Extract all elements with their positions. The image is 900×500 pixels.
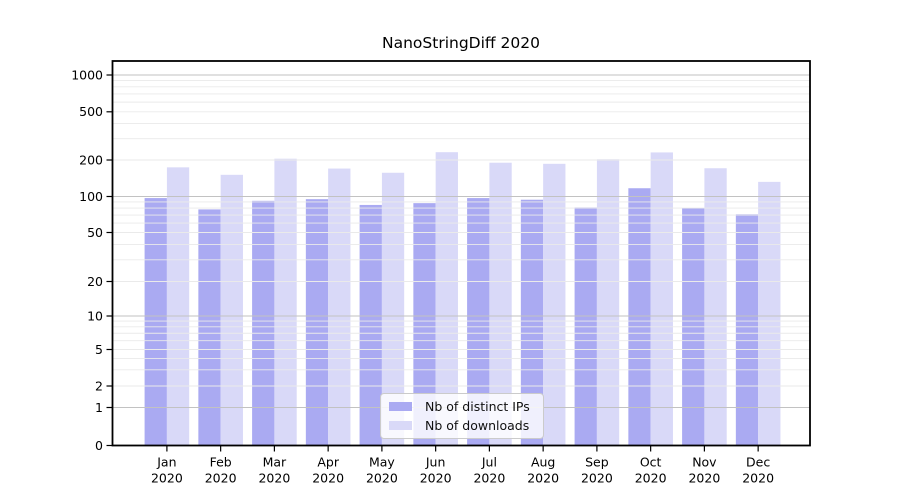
x-tick-label-year: 2020 bbox=[688, 471, 720, 486]
bar-distinct-ips-oct bbox=[628, 188, 651, 446]
y-tick-label: 200 bbox=[79, 152, 103, 167]
legend-item-distinct-ips: Nb of distinct IPs bbox=[389, 399, 534, 414]
legend-label-distinct-ips: Nb of distinct IPs bbox=[425, 399, 530, 414]
x-tick-label-month: Mar bbox=[263, 455, 287, 470]
x-tick-label-year: 2020 bbox=[473, 471, 505, 486]
legend-label-downloads: Nb of downloads bbox=[425, 418, 530, 433]
bar-distinct-ips-jan bbox=[144, 198, 167, 446]
bar-downloads-oct bbox=[650, 152, 673, 446]
bar-distinct-ips-dec bbox=[735, 214, 759, 446]
chart-legend: Nb of distinct IPs Nb of downloads bbox=[380, 393, 544, 439]
bar-downloads-aug bbox=[543, 163, 566, 446]
bar-downloads-jul bbox=[489, 162, 512, 446]
x-tick-label-year: 2020 bbox=[527, 471, 559, 486]
x-tick-label-month: Dec bbox=[746, 455, 770, 470]
x-tick-label-year: 2020 bbox=[581, 471, 613, 486]
bar-downloads-dec bbox=[758, 181, 781, 446]
y-tick-label: 1 bbox=[95, 400, 103, 415]
bar-distinct-ips-mar bbox=[252, 200, 275, 446]
x-tick-label-month: Aug bbox=[531, 455, 555, 470]
bar-distinct-ips-feb bbox=[198, 209, 221, 446]
bar-distinct-ips-jun bbox=[413, 203, 436, 446]
x-tick-label-month: Jan bbox=[156, 455, 176, 470]
y-tick-label: 0 bbox=[95, 438, 103, 453]
bar-downloads-feb bbox=[220, 174, 243, 446]
x-tick-label-year: 2020 bbox=[205, 471, 237, 486]
x-tick-label-month: Feb bbox=[210, 455, 232, 470]
distinct-ips-swatch-icon bbox=[389, 402, 412, 411]
x-tick-label-year: 2020 bbox=[742, 471, 774, 486]
bar-distinct-ips-apr bbox=[305, 199, 329, 446]
x-tick-label-month: May bbox=[369, 455, 395, 470]
y-tick-label: 500 bbox=[79, 104, 103, 119]
x-tick-label-month: Nov bbox=[692, 455, 717, 470]
bar-downloads-mar bbox=[274, 158, 297, 446]
x-tick-label-year: 2020 bbox=[312, 471, 344, 486]
minor-gridlines bbox=[112, 80, 810, 387]
x-tick-label-month: Sep bbox=[585, 455, 609, 470]
x-tick-label-year: 2020 bbox=[635, 471, 667, 486]
bar-distinct-ips-may bbox=[359, 204, 382, 446]
x-tick-label-year: 2020 bbox=[258, 471, 290, 486]
y-tick-label: 1000 bbox=[71, 67, 103, 82]
chart-title: NanoStringDiff 2020 bbox=[382, 34, 540, 52]
y-tick-label: 10 bbox=[87, 308, 103, 323]
x-tick-label-year: 2020 bbox=[366, 471, 398, 486]
x-tick-label-year: 2020 bbox=[420, 471, 452, 486]
bar-downloads-jan bbox=[166, 167, 190, 446]
y-tick-label: 2 bbox=[95, 378, 103, 393]
downloads-swatch-icon bbox=[389, 421, 412, 430]
x-tick-label-year: 2020 bbox=[151, 471, 183, 486]
bar-distinct-ips-aug bbox=[520, 199, 544, 446]
y-tick-label: 5 bbox=[95, 342, 103, 357]
x-tick-label-month: Jul bbox=[481, 455, 497, 470]
x-tick-label-month: Jun bbox=[425, 455, 446, 470]
y-tick-label: 50 bbox=[87, 225, 103, 240]
x-tick-label-month: Oct bbox=[640, 455, 662, 470]
bar-downloads-nov bbox=[704, 168, 727, 446]
bar-downloads-sep bbox=[596, 159, 620, 446]
bar-downloads-may bbox=[381, 172, 405, 446]
bars-layer bbox=[144, 152, 781, 446]
bar-downloads-apr bbox=[328, 168, 351, 446]
x-tick-label-month: Apr bbox=[317, 455, 339, 470]
tick-labels: 01251020501002005001000Jan2020Feb2020Mar… bbox=[71, 67, 774, 485]
y-tick-label: 100 bbox=[79, 189, 103, 204]
legend-item-downloads: Nb of downloads bbox=[389, 418, 534, 433]
axes-frame bbox=[106, 60, 811, 452]
bar-downloads-jun bbox=[435, 152, 458, 446]
y-tick-label: 20 bbox=[87, 274, 103, 289]
